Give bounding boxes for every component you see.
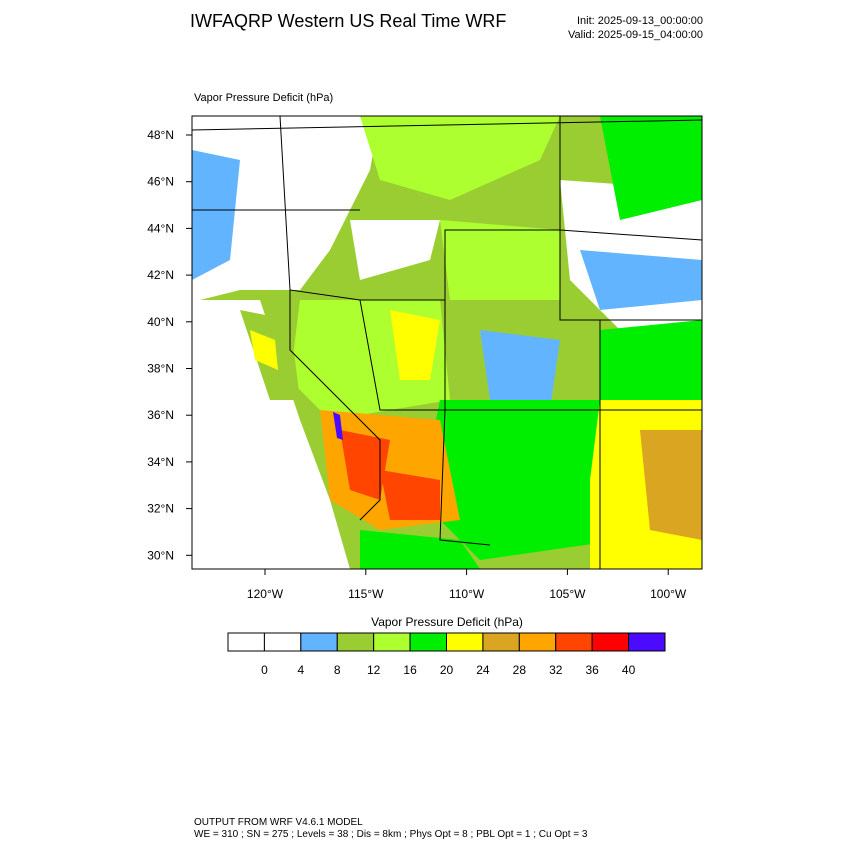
lat-label: 40°N bbox=[147, 315, 174, 329]
colorbar-box bbox=[628, 632, 666, 652]
colorbar-title: Vapor Pressure Deficit (hPa) bbox=[371, 615, 523, 629]
colorbar-label: 12 bbox=[367, 663, 381, 677]
init-time: Init: 2025-09-13_00:00:00 bbox=[577, 15, 703, 27]
colorbar-label: 4 bbox=[297, 663, 304, 677]
lon-label: 115°W bbox=[348, 587, 384, 601]
lat-label: 34°N bbox=[147, 455, 174, 469]
footer-line: WE = 310 ; SN = 275 ; Levels = 38 ; Dis … bbox=[194, 829, 588, 840]
colorbar-box bbox=[373, 632, 411, 652]
lat-label: 36°N bbox=[147, 408, 174, 422]
lat-label: 30°N bbox=[147, 548, 174, 562]
lat-label: 42°N bbox=[147, 268, 174, 282]
colorbar-label: 36 bbox=[585, 663, 599, 677]
colorbar-label: 0 bbox=[261, 663, 268, 677]
colorbar-box bbox=[409, 632, 448, 652]
colorbar-box bbox=[591, 632, 630, 652]
colorbar-label: 28 bbox=[513, 663, 527, 677]
colorbar-box bbox=[300, 632, 338, 652]
lon-label: 100°W bbox=[650, 587, 687, 601]
colorbar-box bbox=[227, 632, 265, 652]
lat-label: 32°N bbox=[147, 502, 174, 516]
map-frame bbox=[191, 115, 703, 570]
colorbar-box bbox=[555, 632, 593, 652]
lat-label: 48°N bbox=[147, 128, 174, 142]
colorbar-label: 16 bbox=[403, 663, 417, 677]
colorbar-box bbox=[446, 632, 484, 652]
colorbar-label: 8 bbox=[334, 663, 341, 677]
colorbar-label: 24 bbox=[476, 663, 490, 677]
colorbar-box bbox=[336, 632, 375, 652]
lat-label: 46°N bbox=[147, 175, 174, 189]
footer-line: OUTPUT FROM WRF V4.6.1 MODEL bbox=[194, 817, 363, 828]
colorbar-box bbox=[482, 632, 520, 652]
lon-label: 105°W bbox=[549, 587, 586, 601]
title: IWFAQRP Western US Real Time WRF bbox=[190, 11, 506, 31]
map-field bbox=[192, 116, 702, 569]
colorbar-label: 40 bbox=[622, 663, 636, 677]
colorbar-box bbox=[518, 632, 557, 652]
valid-time: Valid: 2025-09-15_04:00:00 bbox=[568, 29, 703, 41]
lon-label: 110°W bbox=[449, 587, 485, 601]
lon-label: 120°W bbox=[247, 587, 284, 601]
lat-label: 44°N bbox=[147, 221, 174, 235]
colorbar-label: 32 bbox=[549, 663, 563, 677]
lat-label: 38°N bbox=[147, 362, 174, 376]
map-label: Vapor Pressure Deficit (hPa) bbox=[194, 92, 333, 104]
colorbar-label: 20 bbox=[440, 663, 454, 677]
colorbar-box bbox=[263, 632, 302, 652]
